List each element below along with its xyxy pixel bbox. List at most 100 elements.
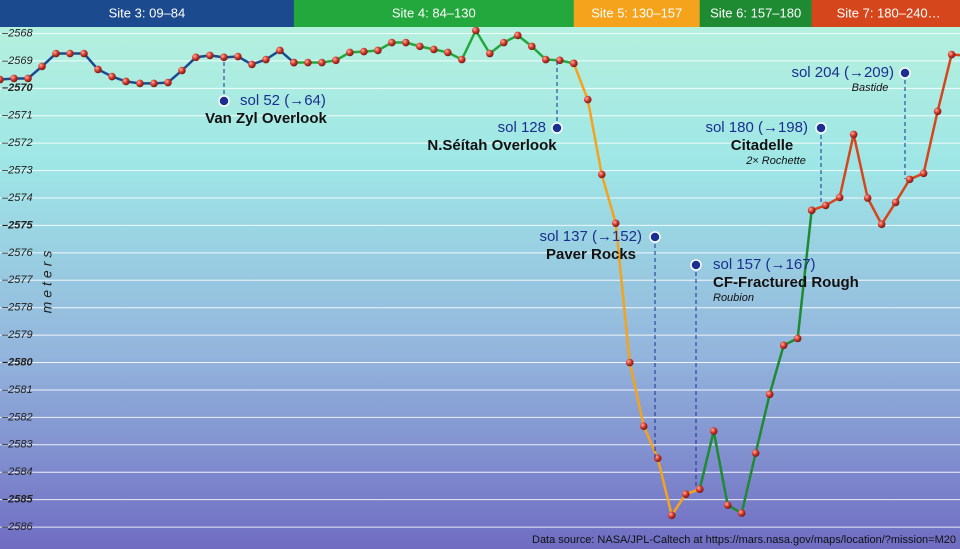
point [290,58,298,67]
header-band [811,0,960,27]
point [24,74,32,83]
point [653,454,662,463]
point [793,334,802,343]
point [723,501,732,509]
point [360,47,368,56]
marker-circle [899,67,911,79]
point [444,48,452,57]
point [681,490,690,498]
y-tick-label: –2582 [1,411,33,423]
y-tick-label: –2586 [1,521,33,533]
point [402,38,410,47]
point [80,49,88,58]
header-band [293,0,575,27]
point [779,341,788,350]
point [583,95,592,104]
annotation-sol: sol 157 (→167) [713,256,816,273]
annotation-label: Citadelle [731,137,794,154]
point [346,48,354,57]
point [108,72,116,81]
point [919,169,928,178]
y-tick-label: –2570 [2,82,33,94]
point [835,193,844,202]
header-band [573,0,701,27]
point [905,175,914,184]
y-tick-label: –2572 [1,137,33,149]
point [709,427,718,435]
y-tick-label: –2574 [1,192,33,204]
point [178,66,186,75]
marker-circle [649,231,661,243]
legend-label: Site 5: 130–157 [591,5,682,20]
point [611,219,620,228]
point [220,53,228,62]
annotation-sol: sol 128 [498,119,546,136]
point [555,56,564,65]
point [821,201,830,210]
legend-label: Site 3: 09–84 [109,5,186,20]
header-band [0,0,295,27]
y-tick-label: –2575 [2,219,33,231]
point [751,449,760,457]
point [234,52,242,61]
point [122,77,130,86]
point [541,55,550,64]
point [248,60,256,69]
point [737,509,746,517]
point [374,46,382,55]
point [206,51,214,60]
y-tick-label: –2576 [1,247,33,259]
annotation-note: 2× Rochette [745,155,806,167]
point [667,511,676,520]
annotation-note: Bastide [852,82,889,94]
y-tick-label: –2585 [2,494,33,506]
point [66,49,74,58]
y-tick-label: –2580 [2,356,33,368]
point [416,42,424,51]
annotation-sol: sol 137 (→152) [539,228,642,245]
point [765,390,774,399]
marker-circle [218,95,230,107]
annotation-label: N.Séítah Overlook [427,137,557,154]
point [947,50,956,59]
point [388,38,396,47]
legend-label: Site 7: 180–240… [837,5,941,20]
point [10,74,18,83]
marker-circle [690,259,702,271]
point [192,53,200,62]
point [136,79,144,88]
y-tick-label: –2578 [1,302,33,314]
point [485,49,494,58]
y-tick-label: –2579 [1,329,33,341]
annotation-sol: sol 52 (→64) [240,92,326,109]
legend-label: Site 6: 157–180 [710,5,801,20]
point [262,55,270,64]
point [94,65,102,74]
point [0,75,4,84]
point [38,62,46,71]
point [527,42,536,51]
point [807,206,816,215]
marker-circle [551,122,563,134]
annotation-note: Roubion [713,292,754,304]
source-note: Data source: NASA/JPL-Caltech at https:/… [532,534,956,546]
point [164,78,172,87]
point [458,55,466,64]
marker-circle [815,122,827,134]
y-tick-label: –2571 [1,110,33,122]
point [849,130,858,139]
point [863,194,872,202]
y-tick-label: –2577 [1,274,33,286]
y-tick-label: –2581 [1,384,33,396]
line [0,48,295,85]
line [572,62,701,519]
annotation-label: Van Zyl Overlook [205,110,327,127]
annotation-label: CF-Fractured Rough [713,274,859,291]
point [430,45,438,54]
point [625,358,634,367]
point [52,49,60,58]
point [933,107,942,116]
y-tick-label: –2584 [1,466,33,478]
